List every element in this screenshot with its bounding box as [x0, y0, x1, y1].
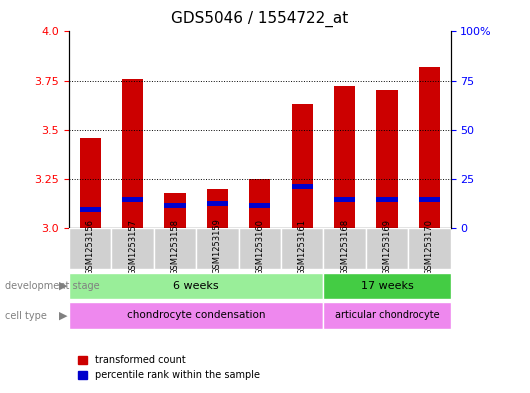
FancyBboxPatch shape [323, 228, 366, 269]
Text: ▶: ▶ [59, 310, 67, 321]
Text: articular chondrocyte: articular chondrocyte [334, 310, 439, 320]
Text: GSM1253161: GSM1253161 [298, 219, 306, 274]
Text: ▶: ▶ [59, 281, 67, 291]
Text: GSM1253158: GSM1253158 [171, 219, 179, 274]
FancyBboxPatch shape [238, 228, 281, 269]
Bar [249, 203, 270, 208]
Bar [419, 197, 440, 202]
Text: chondrocyte condensation: chondrocyte condensation [127, 310, 266, 320]
Text: GSM1253156: GSM1253156 [86, 219, 94, 274]
FancyBboxPatch shape [408, 228, 450, 269]
FancyBboxPatch shape [323, 302, 450, 329]
Text: GSM1253160: GSM1253160 [255, 219, 264, 274]
FancyBboxPatch shape [281, 228, 323, 269]
Text: GSM1253157: GSM1253157 [128, 219, 137, 274]
FancyBboxPatch shape [196, 228, 238, 269]
Text: GSM1253170: GSM1253170 [425, 219, 434, 274]
Title: GDS5046 / 1554722_at: GDS5046 / 1554722_at [171, 11, 348, 27]
FancyBboxPatch shape [323, 273, 450, 299]
Bar [80, 138, 101, 228]
FancyBboxPatch shape [69, 228, 111, 269]
FancyBboxPatch shape [69, 302, 323, 329]
Text: 17 weeks: 17 weeks [360, 281, 413, 291]
Text: development stage: development stage [5, 281, 100, 291]
Bar [334, 86, 355, 228]
Bar [80, 207, 101, 212]
Bar [164, 193, 186, 228]
Text: GSM1253169: GSM1253169 [383, 219, 391, 274]
Text: cell type: cell type [5, 310, 47, 321]
FancyBboxPatch shape [366, 228, 408, 269]
Bar [292, 104, 313, 228]
Bar [376, 197, 398, 202]
Bar [207, 189, 228, 228]
Bar [207, 201, 228, 206]
Bar [334, 197, 355, 202]
Bar [249, 179, 270, 228]
Legend: transformed count, percentile rank within the sample: transformed count, percentile rank withi… [74, 352, 264, 384]
Bar [122, 79, 143, 228]
Text: 6 weeks: 6 weeks [173, 281, 219, 291]
FancyBboxPatch shape [154, 228, 196, 269]
Bar [292, 184, 313, 189]
Bar [419, 67, 440, 228]
Text: GSM1253159: GSM1253159 [213, 219, 222, 274]
Bar [164, 203, 186, 208]
Text: GSM1253168: GSM1253168 [340, 219, 349, 275]
Bar [376, 90, 398, 228]
Bar [122, 197, 143, 202]
FancyBboxPatch shape [111, 228, 154, 269]
FancyBboxPatch shape [69, 273, 323, 299]
